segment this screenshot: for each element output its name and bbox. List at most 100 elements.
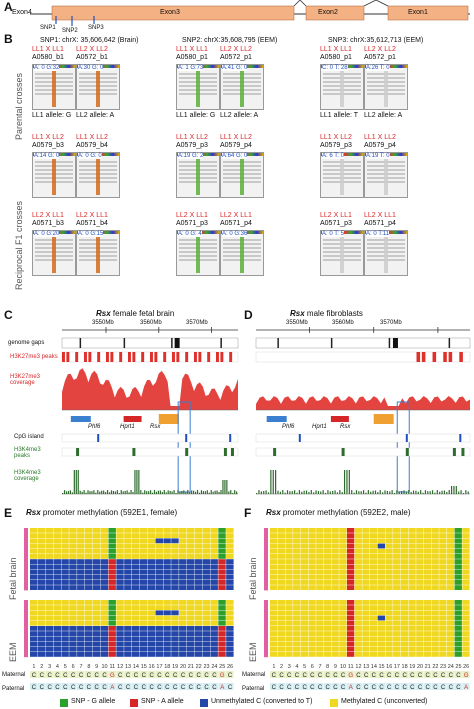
f-cpg-cell bbox=[377, 543, 385, 549]
e-cpg-cell bbox=[155, 641, 163, 647]
e-cpg-cell bbox=[171, 580, 179, 585]
f-cpg-cell bbox=[446, 626, 455, 631]
d-k4-bar bbox=[453, 486, 455, 494]
c-k4-bar bbox=[108, 492, 111, 494]
e-cpg-cell bbox=[84, 533, 93, 538]
f-cpg-cell bbox=[439, 631, 447, 636]
e-position-label: 8 bbox=[87, 664, 90, 670]
f1_row1-cross-5: LL1 X LL2 bbox=[364, 134, 396, 141]
f-cpg-cell bbox=[316, 533, 324, 538]
c-k4-bar bbox=[175, 492, 177, 494]
f-cpg-cell bbox=[400, 610, 409, 616]
e-paternal-cell bbox=[139, 683, 148, 690]
e-cpg-cell bbox=[202, 605, 211, 610]
e-cpg-cell bbox=[116, 564, 124, 570]
e-cpg-cell bbox=[163, 631, 171, 636]
parental-counts-4: C: 0 T: 28 bbox=[322, 65, 348, 71]
d-k4-bar bbox=[305, 490, 308, 494]
e-cpg-cell bbox=[53, 580, 61, 585]
panel-c-title: Rsx female fetal brain bbox=[96, 309, 175, 318]
e-cpg-cell bbox=[30, 554, 38, 559]
snp1-label: SNP1 bbox=[40, 25, 56, 31]
d-k4-bar bbox=[351, 490, 353, 494]
e-maternal-cell bbox=[155, 671, 163, 678]
f-cpg-cell bbox=[316, 585, 324, 590]
c-k4-bar bbox=[87, 490, 89, 494]
e-cpg-cell bbox=[194, 564, 203, 570]
f-cpg-cell bbox=[339, 652, 347, 657]
f1_row1-sample-3: A0579_p4 bbox=[220, 142, 252, 149]
f-cpg-cell bbox=[462, 610, 470, 616]
f-cpg-cell bbox=[439, 646, 447, 652]
f-cpg-cell bbox=[377, 580, 385, 585]
d-k4-bar bbox=[284, 492, 286, 494]
f-cpg-cell bbox=[308, 652, 316, 657]
e-cpg-cell bbox=[53, 554, 61, 559]
f-maternal-base: C bbox=[402, 673, 407, 679]
f-cpg-cell bbox=[408, 600, 416, 605]
f-cpg-cell bbox=[423, 574, 432, 580]
d-k4-bar bbox=[422, 492, 424, 494]
e-cpg-cell bbox=[139, 620, 148, 626]
e-cpg-cell bbox=[186, 585, 195, 590]
f-cpg-cell bbox=[377, 615, 385, 621]
d-k4-bar bbox=[265, 490, 267, 494]
f-cpg-cell bbox=[446, 533, 455, 538]
f-cpg-cell bbox=[323, 533, 332, 538]
d-k4-bar bbox=[329, 491, 331, 494]
e-cpg-cell bbox=[37, 528, 46, 533]
f-cpg-cell bbox=[408, 652, 416, 657]
e-cpg-cell bbox=[92, 548, 101, 554]
f-cpg-cell bbox=[285, 580, 293, 585]
f-cpg-cell bbox=[362, 580, 370, 585]
e-position-label: 17 bbox=[156, 664, 162, 670]
f-cpg-cell bbox=[323, 652, 332, 657]
e-cpg-cell bbox=[179, 559, 187, 564]
f-cpg-cell bbox=[339, 538, 347, 544]
f-cpg-cell bbox=[462, 533, 470, 538]
e-cpg-cell bbox=[179, 610, 187, 616]
f-cpg-cell bbox=[300, 574, 309, 580]
f-cpg-cell bbox=[431, 559, 439, 564]
f1_row1-counts-2: A:19 G: 2 bbox=[178, 153, 204, 159]
f-cpg-cell bbox=[454, 610, 462, 616]
e-position-label: 20 bbox=[180, 664, 186, 670]
f-cpg-cell bbox=[439, 548, 447, 554]
e-cpg-cell bbox=[108, 615, 116, 621]
e-cpg-cell bbox=[37, 646, 46, 652]
e-paternal-cell bbox=[116, 683, 124, 690]
e-cpg-cell bbox=[226, 543, 234, 549]
f-cpg-cell bbox=[423, 548, 432, 554]
f-paternal-base: C bbox=[395, 685, 400, 691]
f-paternal-cell bbox=[431, 683, 439, 690]
f-maternal-base: C bbox=[341, 673, 346, 679]
d-k4-bar bbox=[320, 491, 322, 494]
e-cpg-cell bbox=[100, 605, 109, 610]
e-position-label: 14 bbox=[133, 664, 139, 670]
f-cpg-cell bbox=[285, 636, 293, 642]
e-cpg-cell bbox=[171, 548, 179, 554]
e-cpg-cell bbox=[30, 646, 38, 652]
f-cpg-cell bbox=[370, 543, 378, 549]
f-cpg-cell bbox=[300, 543, 309, 549]
f-maternal-cell bbox=[316, 671, 324, 678]
f-position-label: 23 bbox=[440, 664, 446, 670]
f-maternal-base: C bbox=[326, 673, 331, 679]
f-cpg-cell bbox=[454, 615, 462, 621]
c-k4-bar bbox=[179, 491, 181, 494]
legend-swatch-meth bbox=[330, 699, 338, 707]
e-cpg-cell bbox=[171, 533, 179, 538]
e-cpg-cell bbox=[132, 548, 140, 554]
f-maternal-cell bbox=[408, 671, 416, 678]
f-cpg-cell bbox=[293, 610, 301, 616]
f-maternal-cell bbox=[385, 671, 393, 678]
e-cpg-cell bbox=[108, 631, 116, 636]
d-k4-bar bbox=[341, 492, 343, 494]
f-cpg-cell bbox=[277, 641, 285, 647]
f-maternal-cell bbox=[323, 671, 332, 678]
d-tick-3: 3570Mb bbox=[380, 320, 402, 326]
f-maternal-cell bbox=[454, 671, 462, 678]
e-cpg-cell bbox=[132, 559, 140, 564]
f-cpg-cell bbox=[270, 533, 278, 538]
f-cpg-cell bbox=[423, 626, 432, 631]
